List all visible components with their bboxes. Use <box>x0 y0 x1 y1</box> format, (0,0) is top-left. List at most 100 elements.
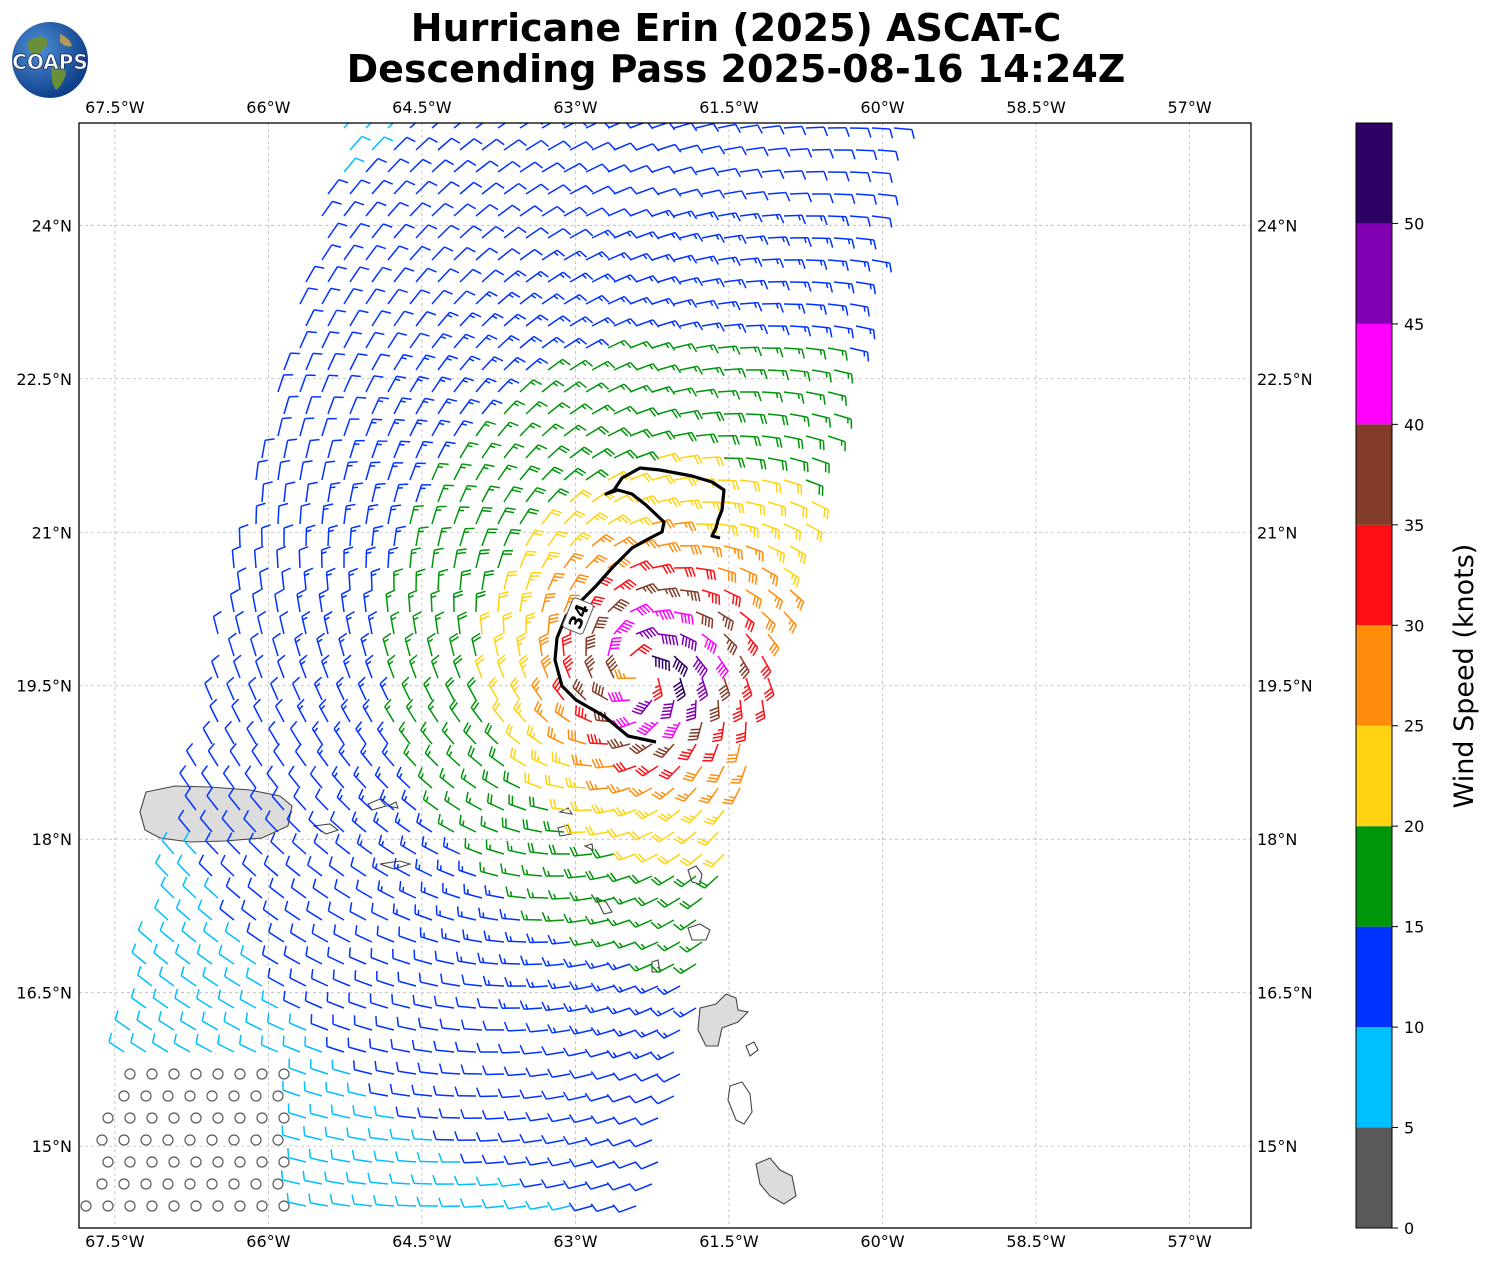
wind-barb <box>481 769 499 789</box>
wind-barb <box>444 790 461 811</box>
wind-barb <box>323 610 333 635</box>
wind-barb <box>519 248 543 261</box>
wind-barb <box>679 232 704 242</box>
wind-barb <box>343 157 365 173</box>
wind-barb <box>387 158 410 173</box>
wind-barb <box>651 474 676 485</box>
calm-wind-circle <box>234 1156 246 1168</box>
wind-barb <box>606 783 631 794</box>
wind-barb <box>390 611 400 635</box>
calm-wind-circle <box>118 1090 130 1102</box>
wind-barb <box>541 551 561 569</box>
wind-barb <box>340 589 351 613</box>
wind-barb <box>548 844 571 855</box>
wind-barb <box>871 171 893 183</box>
calm-wind-circle <box>184 1178 196 1190</box>
wind-barb <box>410 1174 433 1185</box>
wind-barb <box>526 724 543 745</box>
wind-barb <box>606 1005 631 1015</box>
wind-barb <box>314 788 329 811</box>
wind-barb <box>585 251 610 261</box>
lat-tick-label-right: 19.5°N <box>1257 677 1313 696</box>
wind-barb <box>612 806 637 817</box>
wind-barb <box>158 1010 175 1031</box>
wind-barb <box>679 499 703 510</box>
wind-barb <box>371 353 391 371</box>
wind-barb <box>482 975 505 987</box>
wind-barb <box>612 940 637 949</box>
wind-barb <box>499 908 521 921</box>
wind-barb <box>635 143 660 152</box>
wind-barb <box>387 201 409 217</box>
wind-barb <box>635 451 660 461</box>
wind-barb <box>321 200 342 217</box>
wind-barb <box>327 481 341 503</box>
wind-barb <box>462 929 483 943</box>
wind-barb <box>365 157 387 173</box>
wind-barb <box>401 676 411 701</box>
wind-barb <box>308 1148 329 1163</box>
wind-barb <box>405 698 417 723</box>
wind-barb <box>179 765 191 789</box>
wind-barb <box>629 296 654 306</box>
wind-barb <box>519 465 541 481</box>
wind-barb <box>607 637 622 657</box>
wind-barb <box>629 516 654 527</box>
wind-barb <box>613 230 638 239</box>
wind-barb <box>701 411 725 422</box>
wind-barb <box>722 787 741 805</box>
wind-barb <box>481 312 504 327</box>
wind-barb <box>761 435 783 448</box>
wind-barb <box>261 481 273 503</box>
wind-barb <box>441 721 455 745</box>
wind-barb <box>703 809 725 826</box>
wind-barb <box>811 281 834 293</box>
wind-barb <box>277 459 291 481</box>
wind-barb <box>233 654 242 679</box>
calm-wind-circle <box>206 1090 218 1102</box>
wind-barb <box>261 990 279 1009</box>
wind-barb <box>497 1043 521 1054</box>
lon-tick-label-bottom: 67.5°W <box>85 1232 145 1251</box>
wind-barb <box>723 457 746 468</box>
wind-barb <box>440 973 461 987</box>
wind-barb <box>717 300 741 311</box>
wind-barb <box>541 380 565 393</box>
calm-wind-circle <box>102 1112 114 1124</box>
lon-tick-label-bottom: 58.5°W <box>1006 1232 1066 1251</box>
colorbar-tick-label: 20 <box>1404 817 1424 836</box>
wind-barb <box>131 943 147 965</box>
wind-barb <box>783 391 805 404</box>
wind-barb <box>151 1033 169 1053</box>
wind-barb <box>398 926 417 943</box>
wind-barb <box>335 676 345 701</box>
wind-barb <box>685 699 697 722</box>
wind-barb <box>277 502 289 525</box>
wind-barb <box>541 336 565 349</box>
wind-barb <box>349 439 365 459</box>
wind-barb <box>679 276 704 287</box>
wind-barb <box>805 347 827 360</box>
calm-wind-circle <box>212 1112 224 1124</box>
wind-barb <box>871 127 894 139</box>
wind-barb <box>613 536 638 547</box>
wind-barb <box>179 1011 197 1031</box>
wind-barb <box>220 854 235 877</box>
lon-tick-label-top: 57°W <box>1167 98 1211 117</box>
wind-barb <box>205 832 219 855</box>
wind-barb <box>657 231 682 241</box>
wind-barb <box>288 1058 307 1075</box>
wind-barb <box>634 1161 659 1170</box>
wind-barb <box>277 416 292 437</box>
wind-barb <box>695 611 714 629</box>
wind-barb <box>371 396 390 415</box>
wind-barb <box>497 123 521 129</box>
wind-barb <box>805 435 825 451</box>
wind-barb <box>329 1193 351 1207</box>
wind-barb <box>651 655 670 671</box>
wind-barb <box>657 320 682 330</box>
wind-barb <box>525 227 549 239</box>
wind-barb <box>453 548 467 569</box>
wind-barb <box>348 947 367 965</box>
wind-barb <box>657 187 682 197</box>
